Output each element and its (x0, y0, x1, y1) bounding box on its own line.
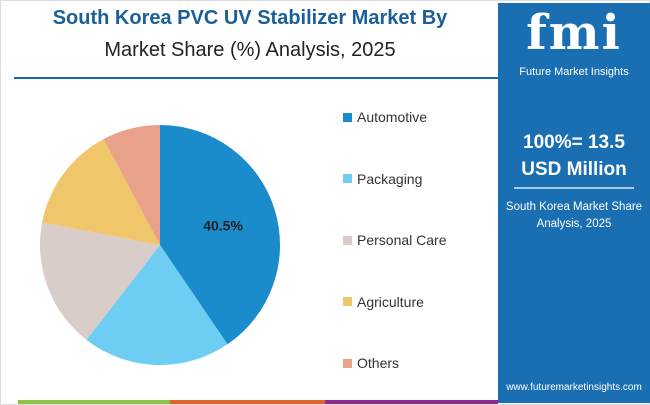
title-divider (14, 77, 498, 79)
total-unit: USD Million (521, 159, 627, 180)
market-total: 100%= 13.5 USD Million (498, 129, 650, 183)
panel-note: South Korea Market Share Analysis, 2025 (505, 201, 643, 230)
legend-swatch (343, 235, 352, 245)
legend-item: Others (343, 354, 399, 372)
pie-slice-agriculture (42, 139, 160, 245)
legend-item: Personal Care (343, 231, 447, 249)
legend-item: Agriculture (343, 293, 424, 311)
pie-slice-others (103, 125, 160, 245)
logo-subtitle: Future Market Insights (519, 66, 629, 78)
panel-divider (514, 187, 634, 189)
chart-title: South Korea PVC UV Stabilizer Market By (52, 7, 448, 29)
legend-label: Agriculture (357, 293, 424, 310)
legend-swatch (343, 297, 352, 306)
website-link[interactable]: www.futuremarketinsights.com (506, 382, 642, 393)
pie-slice-packaging (86, 245, 228, 365)
total-value: 100%= 13.5 (523, 132, 625, 153)
legend-label: Others (357, 355, 400, 371)
legend-label: Automotive (357, 109, 428, 125)
legend-swatch (343, 174, 352, 183)
info-panel: fmi Future Market Insights 100%= 13.5 USD… (498, 3, 650, 403)
legend-item: Packaging (343, 170, 422, 188)
data-label: 40.5% (203, 218, 243, 234)
fmi-logo: fmi (526, 5, 622, 61)
legend-item: Automotive (343, 108, 427, 126)
legend-label: Personal Care (357, 232, 447, 248)
accent-bar-green (18, 400, 170, 404)
pie-slice-personal-care (39, 222, 160, 340)
accent-bar-purple (325, 400, 498, 404)
legend-swatch (343, 358, 352, 368)
pie-slice-automotive (160, 125, 280, 345)
legend-swatch (343, 112, 352, 122)
chart-subtitle: Market Share (%) Analysis, 2025 (104, 39, 396, 61)
accent-bar-orange (170, 400, 325, 404)
pie-chart: 40.5% (39, 125, 280, 365)
legend-label: Packaging (357, 170, 423, 187)
